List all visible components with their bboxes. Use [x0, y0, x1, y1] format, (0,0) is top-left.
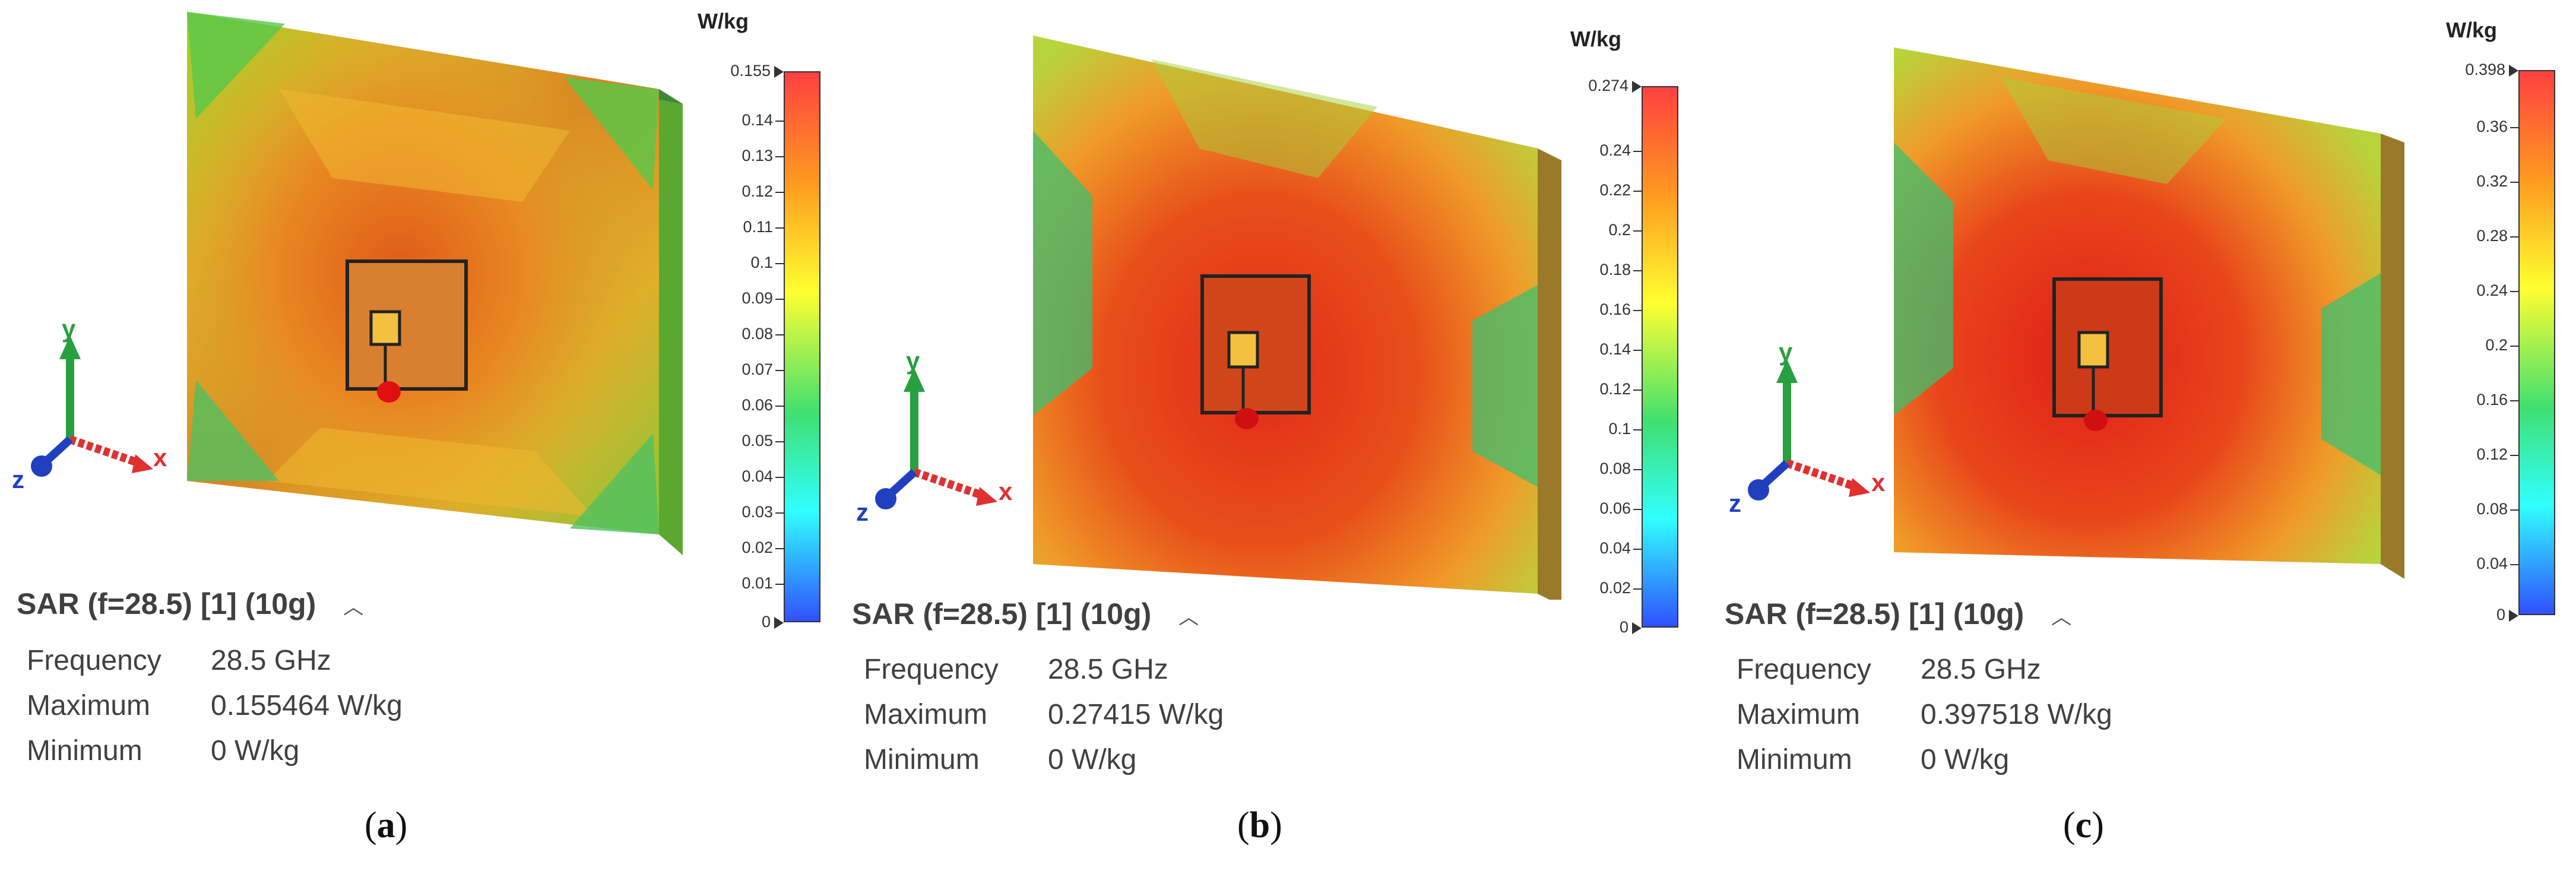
tick-a: 0.06 [695, 396, 784, 414]
info-row-minimum-b: Minimum 0 W/kg [864, 744, 1137, 775]
axis-z-label-b: z [856, 498, 869, 526]
tick-b: 0.18 [1552, 261, 1642, 279]
tick-c: 0.12 [2429, 445, 2518, 464]
tick-b: 0.274 [1552, 77, 1642, 95]
tick-b: 0.14 [1552, 340, 1642, 359]
triangle-right-icon [2509, 609, 2518, 622]
tick-b: 0.02 [1552, 579, 1642, 597]
tick-c: 0.2 [2429, 336, 2518, 354]
tick-c: 0.16 [2429, 391, 2518, 409]
tick-c: 0.32 [2429, 172, 2518, 191]
caption-c: (c) [2063, 805, 2104, 846]
color-bar-b [1642, 86, 1678, 628]
result-title-a: SAR (f=28.5) [1] (10g) ︿ [17, 587, 364, 620]
info-row-frequency-a: Frequency 28.5 GHz [27, 645, 331, 676]
sar-3d-view-b: y x z [856, 36, 1561, 600]
tick-b: 0.06 [1552, 499, 1642, 518]
sar-panel-b: y x z W/kg 0.274 0.24 0.22 0.2 0.18 0.16… [843, 0, 1716, 877]
tick-a: 0.11 [695, 218, 784, 236]
info-row-maximum-b: Maximum 0.27415 W/kg [864, 699, 1224, 730]
tick-b: 0.2 [1552, 221, 1642, 239]
triangle-right-icon [1632, 80, 1642, 93]
tick-b: 0.22 [1552, 181, 1642, 200]
axis-y-label-a: y [62, 315, 76, 343]
tick-b: 0.12 [1552, 380, 1642, 398]
result-info-a: Frequency 28.5 GHz Maximum 0.155464 W/kg M… [27, 644, 403, 780]
tick-a: 0.04 [695, 467, 784, 486]
tick-a: 0.12 [695, 182, 784, 201]
sar-3d-view-c: y x z [1729, 48, 2404, 579]
color-bar-a [784, 71, 820, 622]
tick-a: 0.14 [695, 111, 784, 129]
axis-x-label-c: x [1871, 468, 1886, 496]
tick-a: 0.13 [695, 147, 784, 165]
result-info-b: Frequency 28.5 GHz Maximum 0.27415 W/kg Mi… [864, 653, 1224, 789]
chevron-up-icon[interactable]: ︿ [2051, 606, 2072, 629]
tick-b: 0.16 [1552, 300, 1642, 319]
info-row-minimum-a: Minimum 0 W/kg [27, 735, 300, 767]
tick-c: 0.04 [2429, 555, 2518, 573]
axis-x-label-a: x [153, 444, 167, 471]
sar-panel-a: y x z W/kg 0.155 0.14 0.13 0.12 0.11 0.1… [0, 0, 858, 877]
tick-b: 0 [1552, 618, 1642, 637]
triangle-right-icon [774, 616, 784, 629]
sar-3d-view-a: y x z [12, 12, 683, 555]
tick-c: 0.24 [2429, 281, 2518, 300]
result-info-c: Frequency 28.5 GHz Maximum 0.397518 W/kg M… [1737, 653, 2112, 789]
info-row-maximum-a: Maximum 0.155464 W/kg [27, 690, 403, 721]
tick-c: 0.398 [2429, 61, 2518, 79]
tick-c: 0 [2429, 606, 2518, 624]
triangle-right-icon [2509, 64, 2518, 77]
axis-z-label-a: z [12, 466, 24, 493]
result-title-b: SAR (f=28.5) [1] (10g) ︿ [852, 597, 1199, 631]
tick-a: 0.05 [695, 432, 784, 450]
info-row-minimum-c: Minimum 0 W/kg [1737, 744, 2010, 775]
tick-a: 0.09 [695, 289, 784, 308]
tick-b: 0.04 [1552, 539, 1642, 558]
sar-panel-c: y x z W/kg 0.398 0.36 0.32 0.28 0.24 0.2… [1716, 0, 2576, 877]
tick-a: 0.01 [695, 574, 784, 593]
tick-a: 0.07 [695, 360, 784, 379]
info-row-frequency-b: Frequency 28.5 GHz [864, 654, 1168, 685]
tick-b: 0.1 [1552, 420, 1642, 438]
triangle-right-icon [774, 65, 784, 78]
tick-a: 0.08 [695, 325, 784, 343]
axis-y-label-c: y [1779, 338, 1793, 366]
caption-a: (a) [365, 805, 408, 846]
unit-label-a: W/kg [698, 9, 749, 33]
axis-x-label-b: x [999, 477, 1013, 505]
color-bar-c [2518, 70, 2555, 615]
info-row-maximum-c: Maximum 0.397518 W/kg [1737, 699, 2112, 730]
unit-label-c: W/kg [2446, 18, 2497, 42]
chevron-up-icon[interactable]: ︿ [343, 596, 364, 619]
tick-a: 0 [695, 613, 784, 631]
axis-z-label-c: z [1729, 489, 1741, 517]
tick-a: 0.02 [695, 539, 784, 557]
unit-label-b: W/kg [1570, 27, 1621, 51]
tick-c: 0.36 [2429, 118, 2518, 136]
result-title-c: SAR (f=28.5) [1] (10g) ︿ [1725, 597, 2072, 631]
info-row-frequency-c: Frequency 28.5 GHz [1737, 654, 2041, 685]
tick-a: 0.03 [695, 503, 784, 521]
tick-b: 0.24 [1552, 141, 1642, 160]
tick-a: 0.155 [695, 62, 784, 80]
tick-a: 0.1 [695, 254, 784, 272]
chevron-up-icon[interactable]: ︿ [1178, 606, 1199, 629]
tick-c: 0.08 [2429, 500, 2518, 518]
tick-b: 0.08 [1552, 460, 1642, 478]
axis-y-label-b: y [906, 347, 920, 375]
caption-b: (b) [1237, 805, 1282, 846]
tick-c: 0.28 [2429, 227, 2518, 245]
triangle-right-icon [1632, 622, 1642, 634]
